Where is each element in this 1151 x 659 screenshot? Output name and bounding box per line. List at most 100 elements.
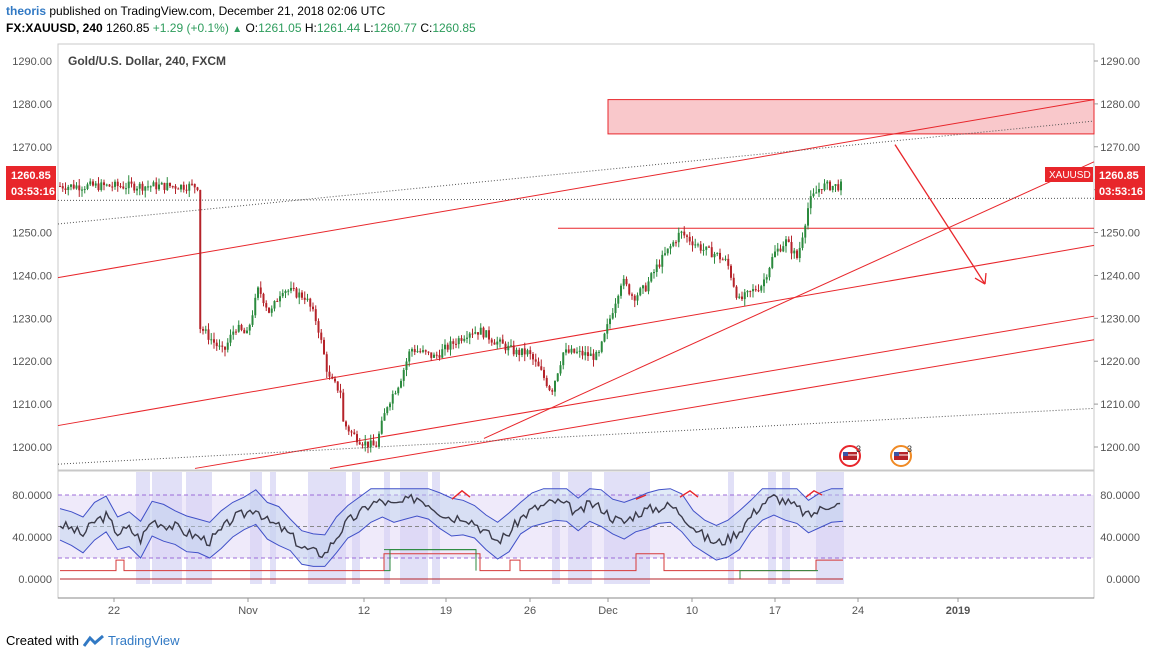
price-tick-label: 1220.00 (1100, 356, 1140, 368)
overbought-segment (451, 489, 823, 500)
candle-body (204, 329, 207, 331)
candle-body (408, 351, 411, 362)
candle-body (746, 290, 749, 293)
candle-body (191, 183, 193, 185)
candle-body (402, 369, 405, 381)
candle-body (70, 184, 72, 187)
candle-body (647, 281, 650, 292)
trendline (57, 99, 1095, 279)
highlight-column (782, 472, 790, 584)
price-tick-label: 1270.00 (1100, 142, 1140, 154)
last-price: 1260.85 (106, 21, 150, 35)
candle-body (136, 188, 138, 191)
candle-body (218, 345, 221, 347)
chart-title: Gold/U.S. Dollar, 240, FXCM (68, 54, 226, 68)
highlight-column (136, 472, 150, 584)
candle-body (592, 353, 595, 360)
candle-body (438, 355, 441, 358)
candle-body (595, 351, 598, 360)
projection-arrowhead (974, 272, 987, 285)
candle-body (303, 297, 306, 300)
author-name[interactable]: theoris (6, 4, 47, 18)
created-with-label: Created with (6, 633, 79, 648)
candle-body (515, 349, 518, 355)
highlight-column (384, 472, 390, 584)
candle-body (246, 330, 248, 334)
candle-body (446, 344, 449, 350)
price-tick-label: 1200.00 (1100, 442, 1140, 454)
candle-body (796, 250, 798, 259)
candle-body (532, 354, 534, 360)
candle-body (125, 188, 127, 190)
highlight-column (604, 472, 650, 584)
candle-body (72, 184, 75, 189)
candle-body (248, 324, 251, 331)
candle-body (837, 184, 840, 191)
price-tick-label: 1290.00 (12, 56, 52, 68)
candle-body (815, 192, 818, 194)
candle-body (809, 196, 812, 209)
candle-body (199, 189, 202, 330)
candle-body (482, 327, 485, 338)
candle-body (826, 181, 829, 184)
candle-body (829, 181, 831, 191)
candle-body (556, 373, 559, 381)
candle-body (232, 331, 235, 335)
candle-body (270, 308, 273, 313)
high-value: 1261.44 (316, 21, 361, 35)
symbol-tag: XAUUSD (1045, 167, 1093, 182)
candle-body (133, 183, 136, 191)
candle-body (185, 189, 188, 191)
symbol-label: FX:XAUUSD, 240 (6, 21, 103, 35)
candle-body (155, 182, 158, 190)
candle-body (215, 342, 218, 347)
candle-body (356, 434, 358, 443)
candle-body (325, 354, 328, 372)
candle-body (427, 351, 430, 353)
price-change: +1.29 (+0.1%) (152, 21, 229, 35)
candle-body (724, 258, 727, 260)
candle-body (633, 295, 636, 301)
candle-body (89, 181, 92, 185)
candle-body (716, 252, 719, 254)
candle-body (97, 183, 100, 190)
candle-body (268, 307, 270, 313)
candle-body (834, 184, 837, 186)
candle-body (386, 407, 389, 414)
candle-body (369, 440, 372, 448)
oscillator-highlight-columns (136, 472, 844, 584)
candle-body (598, 351, 600, 353)
candle-body (460, 338, 463, 341)
candle-body (361, 444, 364, 446)
candle-body (116, 181, 119, 187)
candle-body (763, 279, 765, 287)
candle-body (430, 352, 433, 358)
candle-body (644, 285, 647, 292)
candle-body (171, 186, 174, 188)
candle-body (705, 246, 708, 250)
candle-body (650, 273, 653, 282)
candle-body (765, 277, 768, 280)
candle-body (279, 296, 281, 302)
candle-body (331, 376, 334, 379)
candle-body (166, 182, 169, 190)
candle-body (466, 337, 468, 339)
economic-event-icon[interactable]: 3 (890, 444, 912, 467)
tradingview-link[interactable]: TradingView (107, 633, 180, 648)
candle-body (144, 186, 147, 191)
candle-body (669, 246, 672, 249)
oscillator-tick-label: 0.0000 (18, 574, 52, 586)
candle-body (317, 321, 320, 333)
candle-body (281, 293, 284, 297)
economic-event-icon[interactable]: 3 (839, 444, 861, 467)
candle-body (103, 182, 105, 186)
candle-body (182, 184, 185, 190)
candle-body (820, 189, 823, 191)
candle-body (468, 333, 471, 338)
candle-body (75, 185, 78, 189)
time-tick-label: 24 (852, 605, 864, 617)
candle-body (653, 272, 655, 274)
candle-body (683, 231, 686, 236)
last-price-tag-left: 1260.85 03:53:16 (6, 166, 56, 200)
